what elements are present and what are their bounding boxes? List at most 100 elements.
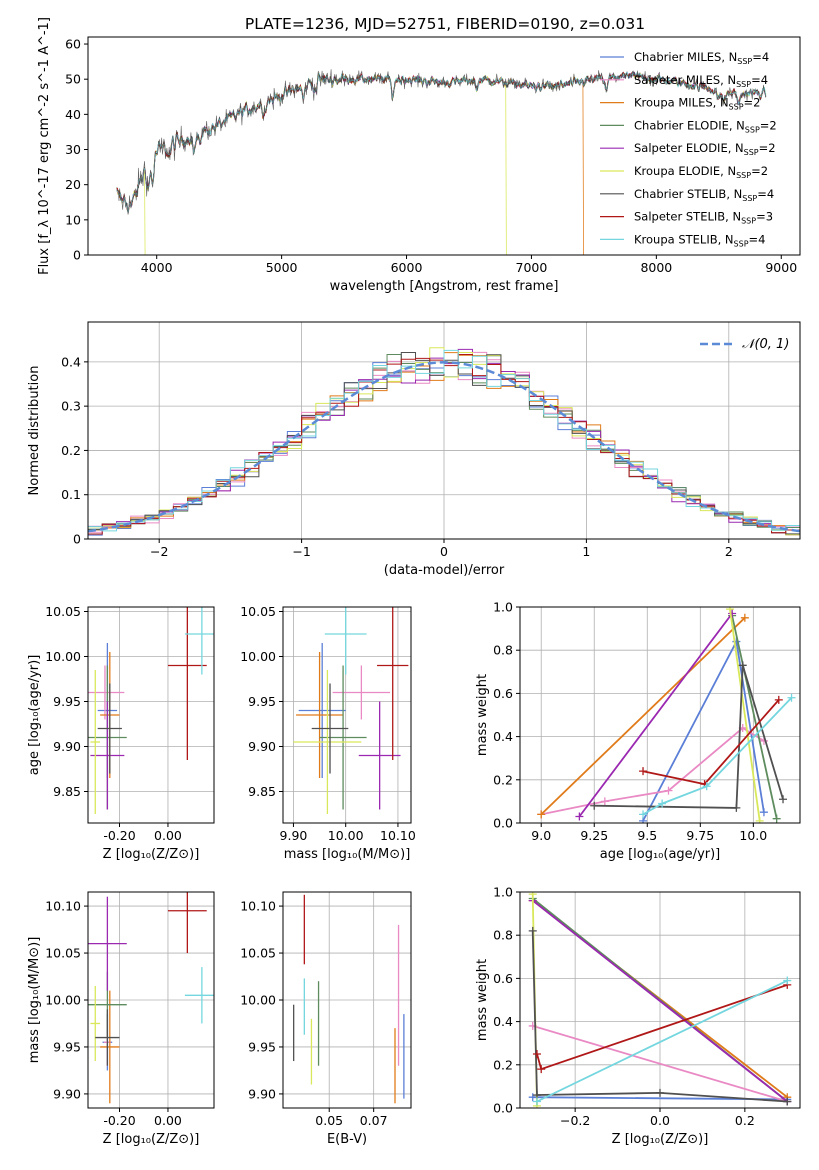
x-tick-label: 5000 — [266, 260, 298, 275]
x-tick-label: -0.20 — [103, 828, 135, 843]
x-tick-label: −2 — [150, 544, 168, 559]
y-tick-label: 0.2 — [493, 772, 513, 787]
errorbar-salpeter-stelib — [167, 607, 207, 760]
y-tick-label: 0.1 — [61, 487, 81, 502]
y-tick-label: 0.8 — [493, 643, 513, 658]
figure-title: PLATE=1236, MJD=52751, FIBERID=0190, z=0… — [245, 15, 645, 33]
errorbar-kroupa-elodie — [293, 670, 362, 814]
y-tick-label: 10.00 — [45, 993, 81, 1008]
weight-marker-kroupa-elodie — [528, 892, 537, 899]
chart-residual-histogram: 𝒩(0, 1) −2 −1 0 1 2 0 0.1 0.2 0.3 0.4 (data-model)/… — [27, 321, 801, 578]
x-tick-label: 0.07 — [360, 1113, 388, 1128]
observed-spectrum-line — [116, 69, 767, 215]
weight-marker-chabrier-miles — [759, 808, 768, 817]
gridlines — [283, 607, 411, 823]
legend-label-chabrier-stelib: Chabrier STELIB, NSSP=4 — [634, 187, 774, 203]
y-tick-label: 0.6 — [493, 686, 513, 701]
errorbar-salpeter-elodie — [90, 701, 125, 810]
legend: Chabrier MILES, NSSP=4 Salpeter MILES, NS… — [600, 50, 777, 248]
legend-label-kroupa-elodie: Kroupa ELODIE, NSSP=2 — [634, 164, 768, 180]
x-tick-label: 9.90 — [280, 828, 308, 843]
y-tick-label: 60 — [65, 37, 81, 52]
errorbar-salpeter-miles — [332, 665, 391, 720]
x-tick-label: 0.00 — [154, 1113, 182, 1128]
errorbar-kroupa-stelib — [184, 607, 214, 675]
x-tick-label: 6000 — [391, 260, 423, 275]
x-tick-label: -0.20 — [103, 1113, 135, 1128]
x-tick-label: 9000 — [765, 260, 797, 275]
errorbar-salpeter-stelib — [377, 607, 409, 760]
y-tick-label: 9.95 — [53, 1039, 81, 1054]
errorbar-kroupa-stelib — [184, 967, 214, 1024]
weight-marker-salpeter-elodie — [728, 609, 737, 618]
y-axis-label: Flux [f_λ 10^-17 erg cm^-2 s^-1 A^-1] — [37, 17, 52, 275]
weight-line-chabrier-stelib — [531, 930, 788, 1103]
weight-line-kroupa-miles — [540, 617, 746, 816]
errorbar-chabrier-elodie — [319, 665, 367, 810]
y-axis-label: mass [log₁₀(M/M⊙)] — [27, 937, 42, 1064]
y-tick-label: 10.10 — [240, 899, 276, 914]
y-tick-label: 10.00 — [240, 649, 276, 664]
weight-line-kroupa-elodie — [729, 609, 761, 821]
chart-spectrum: Chabrier MILES, NSSP=4 Salpeter MILES, NS… — [37, 17, 801, 294]
weight-marker-kroupa-elodie — [726, 607, 734, 614]
weight-line-kroupa-stelib — [536, 979, 788, 1103]
chart-mass-weight-vs-age: 9.0 9.25 9.5 9.75 10.0 0.0 0.2 0.4 0.6 0.8 1.0 age … — [475, 600, 801, 862]
chart-age-vs-metallicity: -0.20 0.00 9.85 9.90 9.95 10.00 10.05 Z [log₁₀(… — [27, 604, 215, 862]
y-tick-label: 9.95 — [248, 694, 276, 709]
y-tick-label: 50 — [65, 72, 81, 87]
plot-area — [528, 892, 792, 1108]
plot-area — [88, 892, 214, 1104]
x-tick-label: 7000 — [516, 260, 548, 275]
x-axis-label: Z [log₁₀(Z/Z⊙)] — [103, 847, 200, 862]
x-tick-label: 0.00 — [154, 828, 182, 843]
x-tick-label: 10.10 — [380, 828, 416, 843]
errorbar-chabrier-miles — [298, 643, 346, 778]
model-line-kroupa-miles — [116, 73, 584, 255]
x-tick-label: 1 — [582, 544, 590, 559]
x-tick-label: 0.2 — [735, 1113, 755, 1128]
x-axis-label: mass [log₁₀(M/M⊙)] — [284, 847, 411, 862]
weight-marker-salpeter-stelib — [774, 695, 783, 704]
chart-mass-vs-extinction: 0.05 0.07 9.90 9.95 10.00 10.05 10.10 E(B-V) — [240, 891, 412, 1147]
weight-marker-kroupa-elodie — [755, 816, 764, 823]
weight-marker-kroupa-stelib — [532, 1097, 541, 1106]
y-tick-label: 0.4 — [61, 354, 81, 369]
weight-marker-chabrier-stelib — [779, 795, 788, 804]
y-tick-label: 10.05 — [45, 604, 81, 619]
weight-marker-chabrier-stelib — [590, 801, 599, 810]
weight-marker-chabrier-stelib — [528, 926, 537, 935]
weight-marker-kroupa-miles — [740, 613, 749, 622]
y-tick-label: 10.05 — [240, 946, 276, 961]
weight-marker-salpeter-stelib — [639, 767, 648, 776]
weight-marker-kroupa-miles — [537, 810, 546, 819]
axes-frame — [87, 606, 215, 824]
x-tick-label: 0 — [440, 544, 448, 559]
weight-marker-salpeter-stelib — [537, 1065, 546, 1074]
x-tick-label: 8000 — [640, 260, 672, 275]
plot-area — [116, 69, 767, 255]
errorbar-kroupa-stelib — [324, 607, 367, 675]
axes-frame — [282, 606, 412, 824]
legend-label-normal: 𝒩(0, 1) — [742, 337, 789, 352]
y-tick-label: 10.05 — [45, 946, 81, 961]
y-tick-label: 20 — [65, 177, 81, 192]
errorbar-kroupa-miles — [296, 652, 344, 778]
x-tick-label: −1 — [292, 544, 310, 559]
y-tick-label: 9.85 — [53, 784, 81, 799]
plot-area — [293, 894, 405, 1104]
x-tick-label: 0.0 — [650, 1113, 670, 1128]
y-tick-label: 0.3 — [61, 399, 81, 414]
y-axis-label: mass weight — [475, 959, 490, 1041]
x-tick-label: 10.00 — [328, 828, 364, 843]
axes-frame — [87, 36, 801, 256]
weight-line-salpeter-stelib — [536, 984, 788, 1071]
x-tick-label: 9.0 — [531, 828, 551, 843]
weight-marker-kroupa-stelib — [783, 976, 792, 985]
weight-marker-chabrier-elodie — [772, 814, 781, 823]
weight-marker-salpeter-stelib — [532, 1050, 541, 1058]
errorbar-salpeter-elodie — [358, 701, 401, 810]
weight-marker-chabrier-miles — [528, 1093, 537, 1102]
x-tick-label: 4000 — [141, 260, 173, 275]
